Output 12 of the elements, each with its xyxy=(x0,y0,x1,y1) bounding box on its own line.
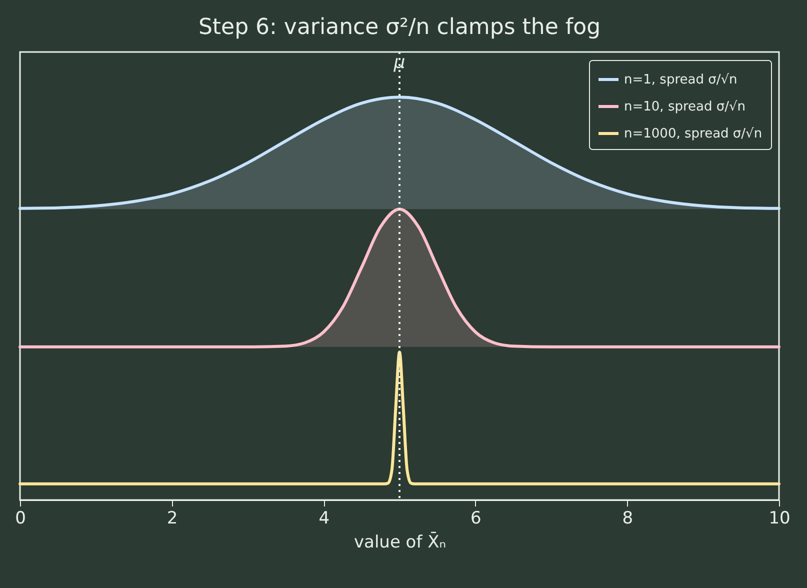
x-tick-label: 8 xyxy=(622,508,634,528)
x-tick-label: 6 xyxy=(470,508,482,528)
x-tick-label: 0 xyxy=(15,508,26,528)
chart-title: Step 6: variance σ²/n clamps the fog xyxy=(198,15,601,40)
ref-line-label: μ xyxy=(392,52,406,73)
legend-label: n=10, spread σ/√n xyxy=(624,100,746,114)
x-tick-label: 4 xyxy=(318,508,330,528)
x-axis-title: value of X̄ₙ xyxy=(354,531,446,552)
x-tick-label: 2 xyxy=(166,508,178,528)
x-tick-label: 10 xyxy=(768,508,790,528)
legend-label: n=1000, spread σ/√n xyxy=(624,126,762,142)
legend-label: n=1, spread σ/√n xyxy=(624,72,738,88)
